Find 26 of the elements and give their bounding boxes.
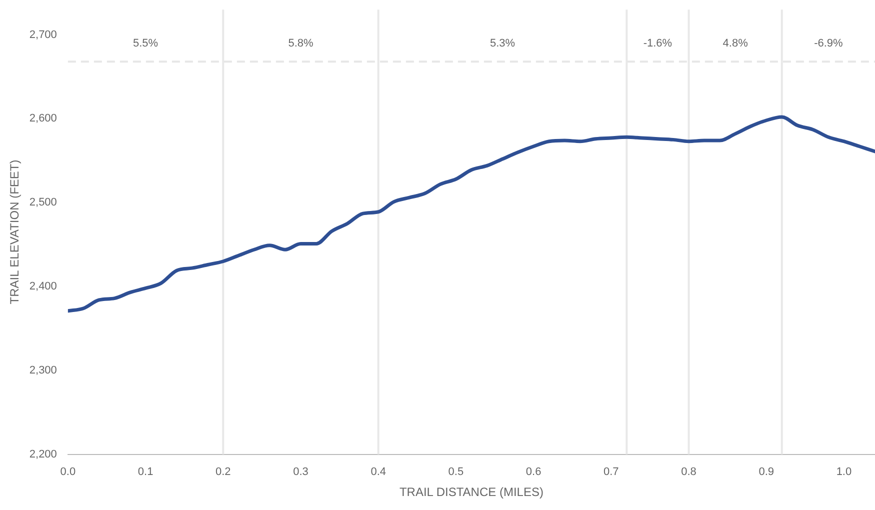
x-tick-label: 0.8 <box>681 466 696 478</box>
y-axis-title: TRAIL ELEVATION (FEET) <box>8 160 22 304</box>
annotation: 5.8% <box>288 38 314 50</box>
y-tick-label: 2,300 <box>29 364 57 377</box>
x-tick-label: 0.0 <box>60 466 76 478</box>
x-tick-label: 0.6 <box>526 466 542 478</box>
y-tick-label: 2,400 <box>29 280 57 293</box>
annotation: 5.3% <box>490 38 516 50</box>
line-series <box>68 115 875 313</box>
x-axis-title: TRAIL DISTANCE (MILES) <box>399 485 544 500</box>
y-tick-label: 2,700 <box>29 28 57 41</box>
annotation: 4.8% <box>722 38 748 50</box>
y-tick-label: 2,200 <box>29 448 57 460</box>
annotation: 5.5% <box>132 38 158 50</box>
x-tick-label: 0.5 <box>448 466 464 478</box>
y-tick-label: 2,500 <box>29 196 57 209</box>
x-tick-label: 0.4 <box>370 466 386 478</box>
x-tick-label: 1.0 <box>836 466 852 478</box>
x-tick-label: 0.3 <box>293 466 308 478</box>
x-tick-label: 0.7 <box>604 466 619 478</box>
y-tick-label: 2,600 <box>29 112 57 125</box>
annotation: -1.6% <box>643 38 672 50</box>
annotation: -6.9% <box>814 38 844 50</box>
x-tick-label: 0.1 <box>138 466 154 478</box>
x-tick-label: 0.9 <box>758 466 774 478</box>
x-tick-label: 0.2 <box>215 466 231 478</box>
